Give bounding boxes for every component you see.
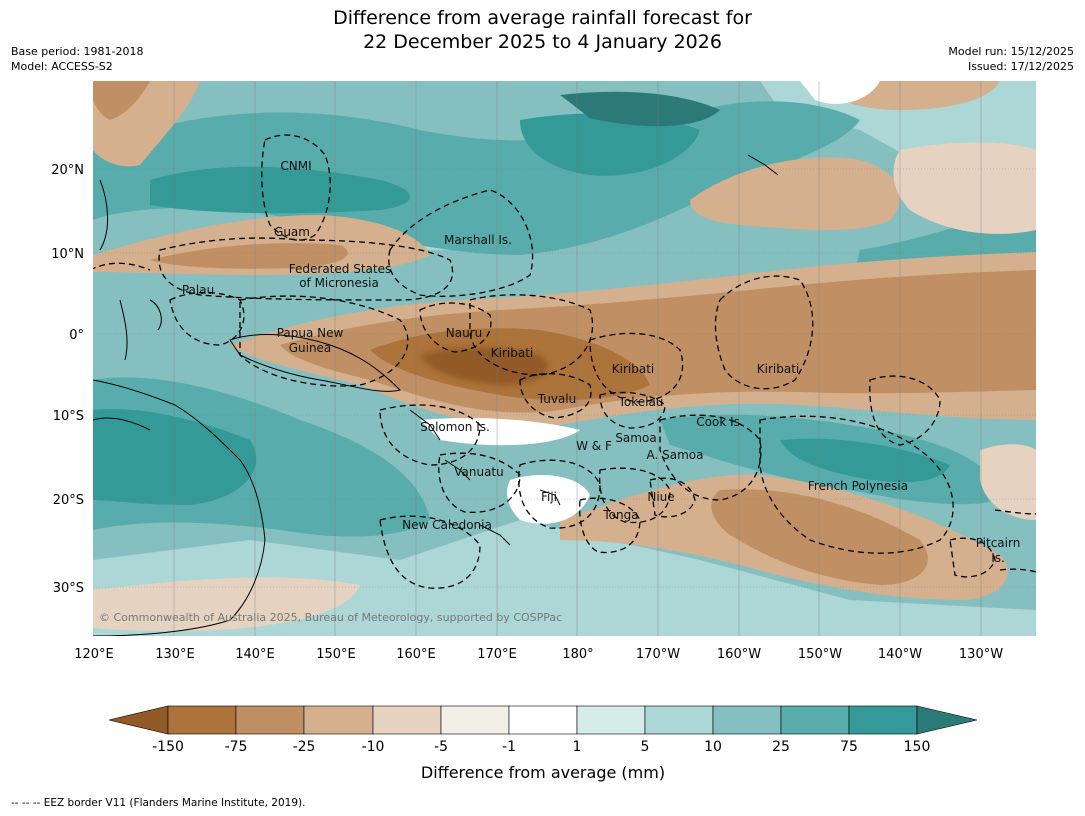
eez-borders bbox=[93, 134, 1036, 589]
model-name: Model: ACCESS-S2 bbox=[11, 60, 113, 73]
base-period: Base period: 1981-2018 bbox=[11, 45, 144, 58]
x-tick-label: 130°W bbox=[959, 647, 1003, 662]
x-tick-label: 130°E bbox=[155, 647, 195, 662]
label-solomon-islands: Solomon Is. bbox=[420, 420, 490, 434]
label-tuvalu: Tuvalu bbox=[537, 392, 577, 406]
chart-title: Difference from average rainfall forecas… bbox=[0, 6, 1085, 54]
x-tick-label: 150°W bbox=[798, 647, 842, 662]
colorbar-swatch bbox=[780, 705, 850, 735]
meta-left: Base period: 1981-2018 Model: ACCESS-S2 bbox=[11, 44, 143, 74]
label-cook-islands: Cook Is. bbox=[696, 415, 743, 429]
colorbar-title: Difference from average (mm) bbox=[421, 763, 665, 782]
colorbar-swatch bbox=[712, 705, 782, 735]
colorbar: -150 -75 -25 -10 -5 -1 1 5 10 25 75 150 … bbox=[108, 705, 978, 782]
colorbar-swatch bbox=[508, 705, 578, 735]
label-guam: Guam bbox=[274, 225, 310, 239]
label-vanuatu: Vanuatu bbox=[454, 465, 504, 479]
x-axis-labels: 120°E 130°E 140°E 150°E 160°E 170°E 180°… bbox=[74, 647, 1003, 662]
y-tick-label: 0° bbox=[69, 328, 84, 343]
colorbar-swatch bbox=[576, 705, 646, 735]
label-fiji: Fiji bbox=[541, 490, 557, 504]
colorbar-tick-label: 150 bbox=[904, 739, 931, 755]
colorbar-tick-label: 75 bbox=[840, 739, 858, 755]
x-tick-label: 170°W bbox=[636, 647, 680, 662]
colorbar-max-arrow bbox=[916, 705, 978, 735]
title-line-1: Difference from average rainfall forecas… bbox=[333, 7, 752, 29]
colorbar-tick-label: -150 bbox=[152, 739, 184, 755]
colorbar-tick-label: 25 bbox=[772, 739, 790, 755]
y-tick-label: 20°N bbox=[51, 163, 84, 178]
colorbar-swatch bbox=[235, 705, 305, 735]
colorbar-tick-label: -25 bbox=[293, 739, 316, 755]
colorbar-swatch bbox=[167, 705, 237, 735]
x-tick-label: 160°W bbox=[717, 647, 761, 662]
meta-right: Model run: 15/12/2025 Issued: 17/12/2025 bbox=[948, 44, 1074, 74]
label-nauru: Nauru bbox=[446, 326, 482, 340]
model-run: Model run: 15/12/2025 bbox=[948, 45, 1074, 58]
x-tick-label: 180° bbox=[562, 647, 593, 662]
colorbar-min-arrow bbox=[108, 705, 169, 735]
rainfall-anomaly-field bbox=[93, 81, 1036, 636]
x-tick-label: 140°W bbox=[878, 647, 922, 662]
label-palau: Palau bbox=[182, 283, 214, 297]
label-kiribati-east: Kiribati bbox=[757, 362, 799, 376]
colorbar-swatch bbox=[372, 705, 442, 735]
title-line-2: 22 December 2025 to 4 January 2026 bbox=[363, 31, 722, 53]
colorbar-tick-label: 10 bbox=[704, 739, 722, 755]
eez-footnote: -- -- -- EEZ border V11 (Flanders Marine… bbox=[11, 797, 306, 809]
y-axis-labels: 20°N 10°N 0° 10°S 20°S 30°S bbox=[51, 163, 84, 596]
label-fsm-line1: Federated States bbox=[289, 262, 391, 276]
colorbar-tick-label: -5 bbox=[434, 739, 448, 755]
colorbar-tick-label: -75 bbox=[225, 739, 248, 755]
label-tokelau: Tokelau bbox=[618, 395, 664, 409]
label-new-caledonia: New Caledonia bbox=[402, 518, 492, 532]
y-tick-label: 10°S bbox=[53, 409, 84, 424]
label-wallis-futuna: W & F bbox=[576, 439, 612, 453]
x-tick-label: 160°E bbox=[396, 647, 436, 662]
colorbar-swatch bbox=[848, 705, 918, 735]
coastlines bbox=[93, 154, 779, 636]
label-png-line2: Guinea bbox=[289, 341, 332, 355]
y-tick-label: 30°S bbox=[53, 581, 84, 596]
label-fsm-line2: of Micronesia bbox=[299, 276, 379, 290]
issued-date: Issued: 17/12/2025 bbox=[967, 60, 1074, 73]
colorbar-tick-label: 1 bbox=[573, 739, 582, 755]
colorbar-tick-label: -10 bbox=[362, 739, 385, 755]
label-kiribati-central: Kiribati bbox=[612, 362, 654, 376]
y-tick-label: 10°N bbox=[51, 247, 84, 262]
label-cnmi: CNMI bbox=[280, 159, 311, 173]
y-tick-label: 20°S bbox=[53, 493, 84, 508]
x-tick-label: 140°E bbox=[235, 647, 275, 662]
label-png-line1: Papua New bbox=[277, 326, 344, 340]
label-tonga: Tonga bbox=[602, 508, 638, 522]
label-marshall-islands: Marshall Is. bbox=[444, 233, 512, 247]
x-tick-label: 170°E bbox=[477, 647, 517, 662]
copyright-notice: © Commonwealth of Australia 2025, Bureau… bbox=[99, 611, 562, 624]
colorbar-tick-label: 5 bbox=[641, 739, 650, 755]
label-french-polynesia: French Polynesia bbox=[808, 479, 908, 493]
label-american-samoa: A. Samoa bbox=[647, 448, 704, 462]
place-labels: CNMI Guam Marshall Is. Federated States … bbox=[182, 159, 1020, 565]
x-tick-label: 150°E bbox=[316, 647, 356, 662]
label-niue: Niue bbox=[647, 490, 674, 504]
label-samoa: Samoa bbox=[615, 431, 656, 445]
x-tick-label: 120°E bbox=[74, 647, 114, 662]
label-pitcairn-line1: Pitcairn bbox=[976, 536, 1021, 550]
label-pitcairn-line2: Is. bbox=[991, 551, 1005, 565]
colorbar-swatch bbox=[303, 705, 374, 735]
colorbar-tick-label: -1 bbox=[502, 739, 516, 755]
colorbar-swatch bbox=[440, 705, 510, 735]
colorbar-swatch bbox=[644, 705, 714, 735]
label-kiribati-west: Kiribati bbox=[491, 346, 533, 360]
